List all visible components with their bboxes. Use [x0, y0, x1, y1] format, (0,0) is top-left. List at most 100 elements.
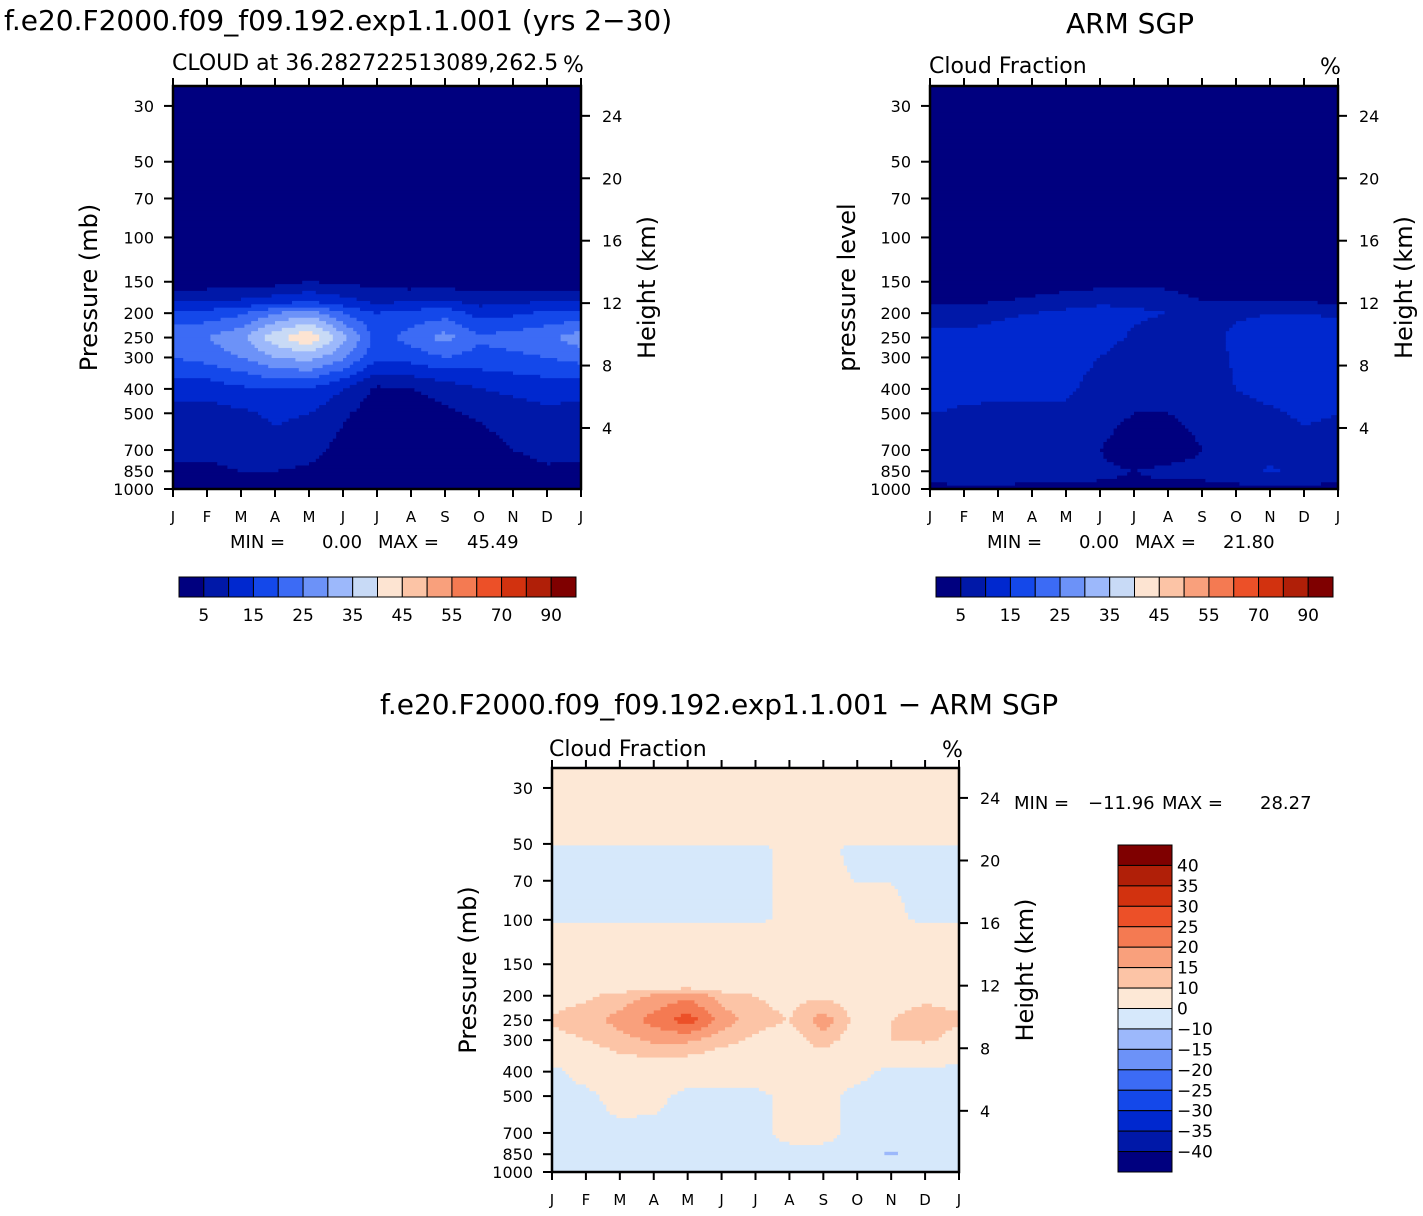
contour-cell — [552, 811, 960, 816]
contour-cell — [428, 351, 463, 356]
x-tick-label: D — [919, 1191, 931, 1209]
colorbar-label: 55 — [441, 606, 463, 626]
contour-cell — [930, 243, 1339, 248]
contour-cell — [930, 92, 1339, 97]
contour-cell — [540, 354, 582, 359]
contour-cell — [806, 1000, 835, 1005]
contour-cell — [552, 1003, 577, 1008]
contour-cell — [843, 1091, 960, 1096]
contour-cell — [552, 1010, 560, 1015]
contour-cell — [930, 311, 1040, 315]
contour-cell — [904, 906, 960, 910]
x-tick-label: J — [956, 1191, 961, 1209]
contour-cell — [173, 143, 582, 148]
contour-cell — [349, 351, 368, 356]
contour-cell — [550, 462, 582, 467]
contour-cell — [475, 331, 497, 336]
contour-cell — [343, 321, 364, 326]
contour-cell — [930, 428, 1115, 433]
contour-cell — [1123, 418, 1179, 423]
contour-cell — [565, 1071, 875, 1075]
contour-cell — [1232, 374, 1339, 379]
y-tick-label: 30 — [891, 97, 911, 116]
contour-cell — [904, 909, 960, 914]
contour-cell — [251, 304, 344, 309]
contour-cell — [552, 1017, 607, 1022]
contour-cell — [930, 173, 1339, 178]
contour-cell — [445, 331, 477, 336]
contour-cell — [930, 176, 1339, 181]
contour-cell — [772, 1104, 841, 1109]
height-tick-label: 24 — [1359, 107, 1379, 126]
height-tick-label: 8 — [602, 357, 612, 376]
contour-cell — [315, 347, 337, 352]
contour-cell — [336, 347, 354, 352]
contour-cell — [847, 1087, 960, 1092]
contour-cell — [366, 327, 409, 332]
panel2-max-value: 21.80 — [1223, 532, 1275, 553]
contour-cell — [847, 1027, 892, 1032]
panel1-max-label: MAX = — [378, 532, 439, 553]
contour-cell — [930, 388, 1077, 393]
colorbar-box — [525, 576, 552, 598]
contour-cell — [370, 334, 398, 339]
contour-cell — [930, 206, 1339, 211]
contour-cell — [908, 912, 960, 917]
contour-cell — [343, 358, 361, 362]
contour-cell — [173, 344, 222, 349]
contour-cell — [468, 415, 582, 420]
contour-cell — [533, 311, 582, 315]
contour-cell — [343, 311, 375, 315]
contour-cell — [1317, 300, 1339, 305]
contour-cell — [173, 237, 582, 242]
contour-cell — [319, 300, 371, 305]
contour-cell — [891, 1033, 943, 1038]
contour-cell — [552, 875, 774, 880]
contour-cell — [552, 805, 960, 809]
contour-cell — [930, 102, 1339, 107]
x-tick-label: F — [203, 508, 212, 526]
contour-cell — [957, 405, 1274, 409]
contour-cell — [772, 1111, 841, 1116]
contour-cell — [930, 455, 1104, 460]
contour-cell — [714, 1047, 960, 1052]
y-tick-label: 300 — [880, 348, 911, 367]
contour-cell — [623, 1030, 679, 1035]
contour-cell — [349, 384, 378, 389]
contour-cell — [326, 401, 361, 406]
contour-cell — [552, 970, 960, 974]
contour-cell — [575, 1003, 628, 1008]
contour-cell — [840, 1124, 960, 1129]
contour-cell — [329, 307, 361, 312]
contour-cell — [823, 1141, 960, 1146]
contour-cell — [552, 1101, 604, 1106]
contour-cell — [1089, 368, 1234, 373]
contour-cell — [173, 361, 205, 366]
y-tick-label: 400 — [880, 380, 911, 399]
y-tick-label: 50 — [134, 153, 154, 172]
contour-cell — [663, 1104, 774, 1109]
contour-cell — [643, 1017, 675, 1022]
contour-cell — [1093, 364, 1230, 369]
contour-cell — [244, 384, 317, 389]
x-tick-label: S — [819, 1191, 829, 1209]
contour-cell — [772, 1131, 841, 1136]
x-tick-label: M — [235, 508, 248, 526]
contour-cell — [987, 300, 1319, 305]
contour-cell — [930, 274, 1339, 279]
contour-cell — [552, 791, 960, 796]
contour-cell — [1130, 327, 1230, 332]
contour-cell — [860, 1081, 960, 1086]
contour-cell — [552, 1074, 570, 1079]
contour-cell — [552, 818, 960, 823]
contour-cell — [552, 828, 960, 833]
contour-cell — [319, 334, 334, 339]
contour-cell — [1117, 425, 1186, 430]
contour-cell — [173, 230, 582, 235]
contour-cell — [930, 193, 1339, 198]
contour-cell — [312, 341, 330, 346]
contour-cell — [853, 879, 960, 884]
contour-cell — [173, 112, 582, 117]
x-tick-label: J — [578, 508, 583, 526]
